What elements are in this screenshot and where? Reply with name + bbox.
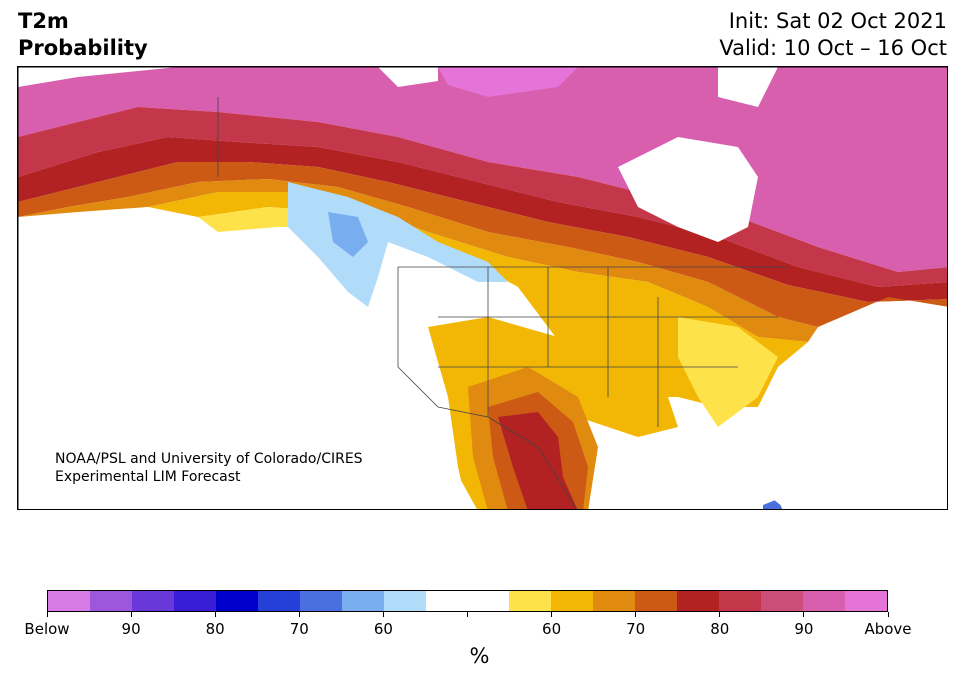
colorbar-segment	[803, 591, 846, 611]
colorbar-tick-label: Above	[864, 620, 912, 638]
region-crimson-band	[18, 107, 947, 287]
atlantic-ocean	[723, 307, 947, 509]
probability-map	[17, 66, 948, 510]
colorbar-segment	[89, 591, 132, 611]
colorbar-segment	[635, 591, 678, 611]
pacific-ocean	[18, 207, 477, 509]
colorbar-segment	[341, 591, 384, 611]
colorbar-tick	[46, 612, 48, 617]
colorbar-tick	[298, 612, 300, 617]
region-below-lightblue	[288, 182, 508, 307]
colorbar-segment	[551, 591, 594, 611]
colorbar	[47, 590, 888, 612]
colorbar-tick-label: 60	[542, 620, 562, 638]
colorbar-tick	[635, 612, 637, 617]
colorbar-tick-label: 90	[121, 620, 141, 638]
colorbar-tick-label: 90	[794, 620, 814, 638]
boundaries	[217, 97, 788, 509]
colorbar-tick-label: 80	[710, 620, 730, 638]
colorbar-tick-label: 80	[205, 620, 225, 638]
valid-range: Valid: 10 Oct – 16 Oct	[719, 36, 947, 60]
colorbar-tick-label: Below	[24, 620, 70, 638]
region-red-band	[18, 137, 947, 302]
colorbar-segment	[173, 591, 216, 611]
colorbar-segment	[719, 591, 762, 611]
colorbar-ticks	[46, 612, 889, 618]
colorbar-tick	[382, 612, 384, 617]
map-credit: NOAA/PSL and University of Colorado/CIRE…	[55, 450, 363, 486]
colorbar-tick	[467, 612, 468, 617]
colorbar-segment	[425, 591, 468, 611]
colorbar-tick	[887, 612, 889, 617]
map-canvas	[18, 67, 947, 509]
colorbar-tick-label: 70	[289, 620, 309, 638]
chart-title: T2m Probability	[18, 8, 148, 62]
credit-line-2: Experimental LIM Forecast	[55, 469, 241, 485]
region-gold-band	[148, 192, 808, 407]
title-line-1: T2m	[18, 9, 69, 33]
colorbar-tick-labels: Below 90 80 70 60 60 70 80 90 Above	[24, 620, 911, 640]
colorbar-tick-label: 70	[626, 620, 646, 638]
region-yellow-band	[198, 207, 518, 287]
region-south-red	[498, 412, 578, 509]
colorbar-tick	[130, 612, 132, 617]
region-below-blue	[328, 212, 368, 257]
region-orange-band	[18, 179, 818, 342]
colorbar-segment	[509, 591, 552, 611]
credit-line-1: NOAA/PSL and University of Colorado/CIRE…	[55, 451, 363, 467]
region-orange-red-band	[18, 162, 947, 327]
region-east-yellow	[678, 317, 778, 427]
colorbar-segment	[845, 591, 888, 611]
hudson-bay	[618, 137, 758, 242]
colorbar-segment	[677, 591, 720, 611]
colorbar-segment	[383, 591, 426, 611]
date-info: Init: Sat 02 Oct 2021 Valid: 10 Oct – 16…	[719, 8, 947, 62]
colorbar-segment	[48, 591, 90, 611]
region-above-arctic	[18, 67, 947, 272]
colorbar-unit: %	[469, 644, 490, 668]
arctic-water	[378, 67, 778, 107]
colorbar-tick-label: 60	[373, 620, 393, 638]
colorbar-tick	[214, 612, 216, 617]
init-date: Init: Sat 02 Oct 2021	[728, 9, 947, 33]
colorbar-segment	[593, 591, 636, 611]
colorbar-segment	[761, 591, 804, 611]
colorbar-tick	[803, 612, 805, 617]
colorbar-segment	[215, 591, 258, 611]
colorbar-tick	[551, 612, 553, 617]
title-line-2: Probability	[18, 36, 148, 60]
colorbar-segment	[299, 591, 342, 611]
colorbar-tick	[719, 612, 721, 617]
colorbar-segment	[467, 591, 510, 611]
colorbar-segment	[131, 591, 174, 611]
region-above-arctic-lighter	[438, 67, 578, 97]
colorbar-segment	[257, 591, 300, 611]
